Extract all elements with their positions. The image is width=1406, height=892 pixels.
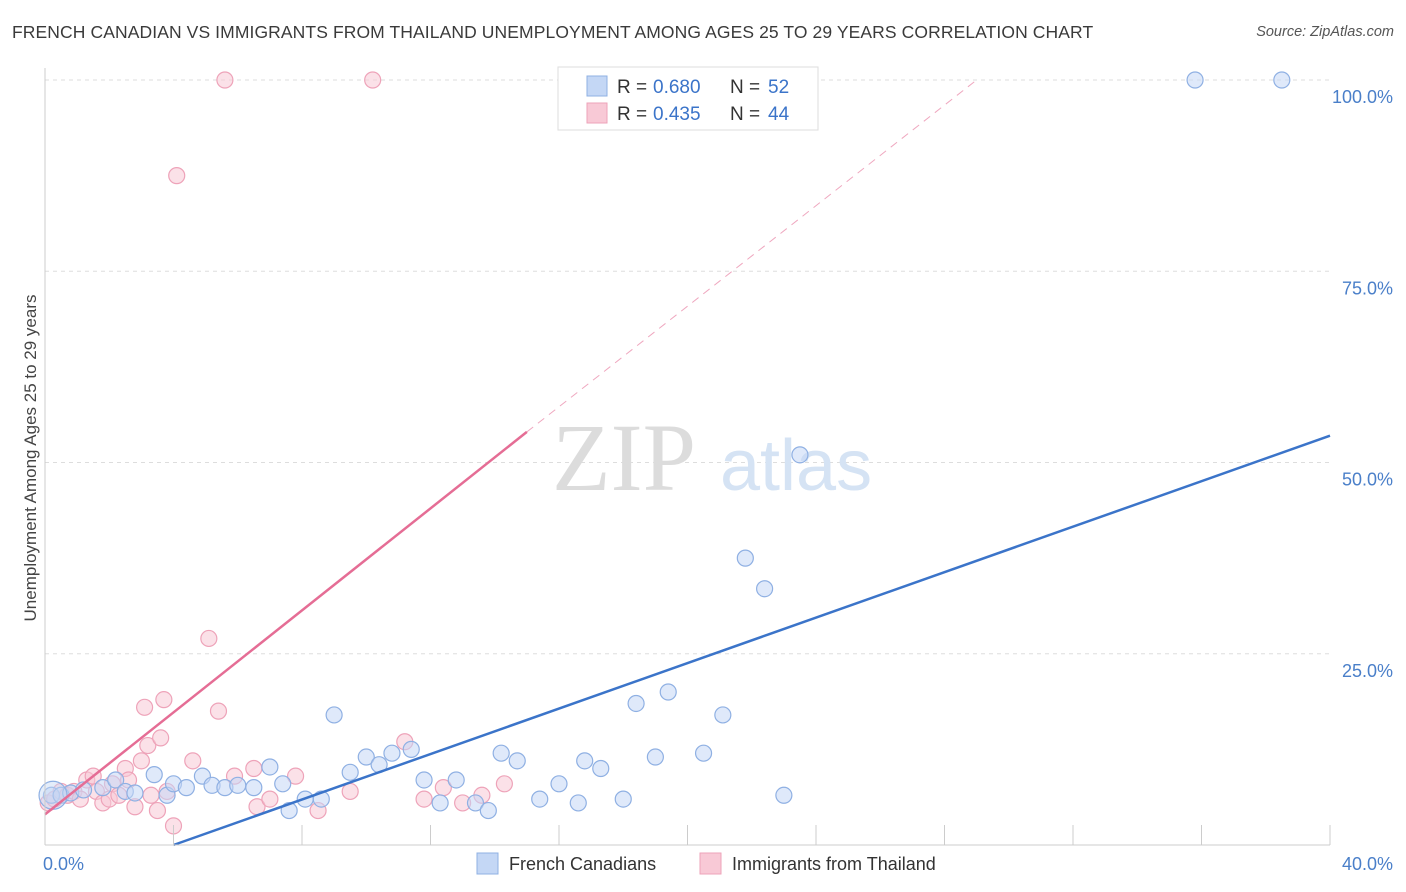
- french-canadian-point: [775, 786, 793, 804]
- french-canadian-point: [341, 763, 359, 781]
- thailand-point: [245, 759, 263, 778]
- french-canadian-point: [383, 744, 401, 762]
- thailand-point: [148, 801, 167, 820]
- series-thailand-points: [39, 71, 513, 835]
- y-tick-label: 75.0%: [1342, 278, 1393, 298]
- legend-n-label-2: N =: [730, 104, 760, 125]
- french-canadian-point: [177, 779, 195, 797]
- french-canadian-point: [755, 580, 774, 598]
- french-canadian-point: [550, 775, 568, 793]
- thailand-point: [139, 736, 157, 755]
- chart-title: FRENCH CANADIAN VS IMMIGRANTS FROM THAIL…: [12, 22, 1094, 42]
- french-canadian-point: [694, 744, 713, 762]
- thailand-point: [261, 790, 279, 808]
- thailand-point: [341, 782, 359, 801]
- x-tick-label-min: 0.0%: [43, 854, 84, 874]
- french-canadian-point: [245, 779, 263, 797]
- french-canadian-point: [659, 683, 677, 701]
- french-canadian-point: [1186, 71, 1204, 89]
- french-canadian-point: [229, 776, 247, 794]
- bottom-legend-label-2: Immigrants from Thailand: [732, 854, 936, 874]
- french-canadian-point: [402, 740, 420, 758]
- bottom-legend-label-1: French Canadians: [509, 854, 656, 874]
- thailand-point: [168, 167, 186, 185]
- thailand-trendline: [44, 430, 528, 816]
- french-canadian-point: [646, 748, 664, 766]
- legend-n-label-1: N =: [730, 77, 760, 98]
- french-canadian-point: [431, 794, 449, 812]
- french-canadian-point: [415, 771, 433, 789]
- x-tick-label-max: 40.0%: [1342, 854, 1393, 874]
- french-canadian-trendline: [173, 434, 1331, 847]
- watermark: ZIP atlas: [552, 404, 872, 511]
- french-canadian-point: [325, 706, 343, 724]
- thailand-point: [415, 790, 433, 808]
- french-canadian-point: [479, 801, 497, 820]
- legend-r-label-2: R =: [617, 104, 647, 125]
- french-canadian-point: [592, 759, 610, 778]
- french-canadian-point: [274, 775, 292, 793]
- thailand-trendline-extension: [526, 79, 977, 433]
- french-canadian-cluster-point: [38, 780, 68, 810]
- french-canadian-point: [508, 752, 526, 770]
- source-credit: Source: ZipAtlas.com: [1256, 24, 1394, 40]
- french-canadian-point: [126, 784, 144, 802]
- series-legend: French Canadians Immigrants from Thailan…: [476, 852, 936, 875]
- watermark-atlas: atlas: [720, 426, 872, 506]
- thailand-point: [286, 767, 305, 785]
- thailand-point: [495, 775, 513, 793]
- thailand-point: [184, 752, 202, 770]
- french-canadian-point: [576, 752, 594, 770]
- legend-swatch-blue: [586, 75, 608, 97]
- y-tick-labels: 25.0% 50.0% 75.0% 100.0%: [1332, 87, 1393, 681]
- french-canadian-point: [492, 744, 510, 762]
- french-canadian-point: [627, 694, 645, 713]
- thailand-point: [200, 629, 218, 648]
- french-canadian-point: [614, 790, 632, 808]
- french-canadian-point: [145, 766, 163, 784]
- series-french-canadian-points: [38, 71, 1291, 820]
- french-canadian-point: [714, 706, 732, 724]
- thailand-point: [364, 71, 382, 89]
- y-tick-label: 25.0%: [1342, 661, 1393, 681]
- legend-r-value-1: 0.680: [653, 77, 701, 98]
- bottom-legend-swatch-blue: [476, 852, 499, 875]
- thailand-point: [209, 702, 228, 720]
- watermark-zip: ZIP: [552, 404, 696, 511]
- thailand-point: [135, 698, 154, 716]
- y-tick-label: 100.0%: [1332, 87, 1393, 107]
- french-canadian-point: [1273, 71, 1291, 89]
- french-canadian-point: [466, 794, 485, 812]
- french-canadian-point: [261, 758, 279, 776]
- correlation-legend: R = 0.680 N = 52 R = 0.435 N = 44: [557, 66, 819, 131]
- legend-r-value-2: 0.435: [653, 104, 701, 125]
- thailand-point: [216, 71, 234, 89]
- french-canadian-point: [736, 549, 754, 567]
- legend-swatch-pink: [586, 102, 608, 124]
- french-canadian-point: [447, 771, 465, 789]
- trendlines: [44, 79, 1331, 847]
- y-axis-label: Unemployment Among Ages 25 to 29 years: [21, 295, 40, 622]
- french-canadian-point: [94, 779, 112, 797]
- french-canadian-point: [531, 790, 549, 808]
- french-canadian-point: [569, 794, 587, 812]
- french-canadian-point: [107, 771, 125, 789]
- bottom-legend-swatch-pink: [699, 852, 722, 875]
- thailand-point: [142, 786, 160, 804]
- legend-r-label-1: R =: [617, 77, 647, 98]
- y-tick-label: 50.0%: [1342, 470, 1393, 490]
- legend-n-value-2: 44: [768, 104, 790, 125]
- grid-lines: [45, 79, 1330, 655]
- thailand-point: [152, 729, 170, 747]
- legend-n-value-1: 52: [768, 77, 789, 98]
- axes: [44, 68, 1331, 846]
- french-canadian-point: [357, 748, 375, 766]
- thailand-point: [155, 691, 173, 709]
- thailand-point: [132, 752, 150, 770]
- french-canadian-point: [791, 446, 809, 464]
